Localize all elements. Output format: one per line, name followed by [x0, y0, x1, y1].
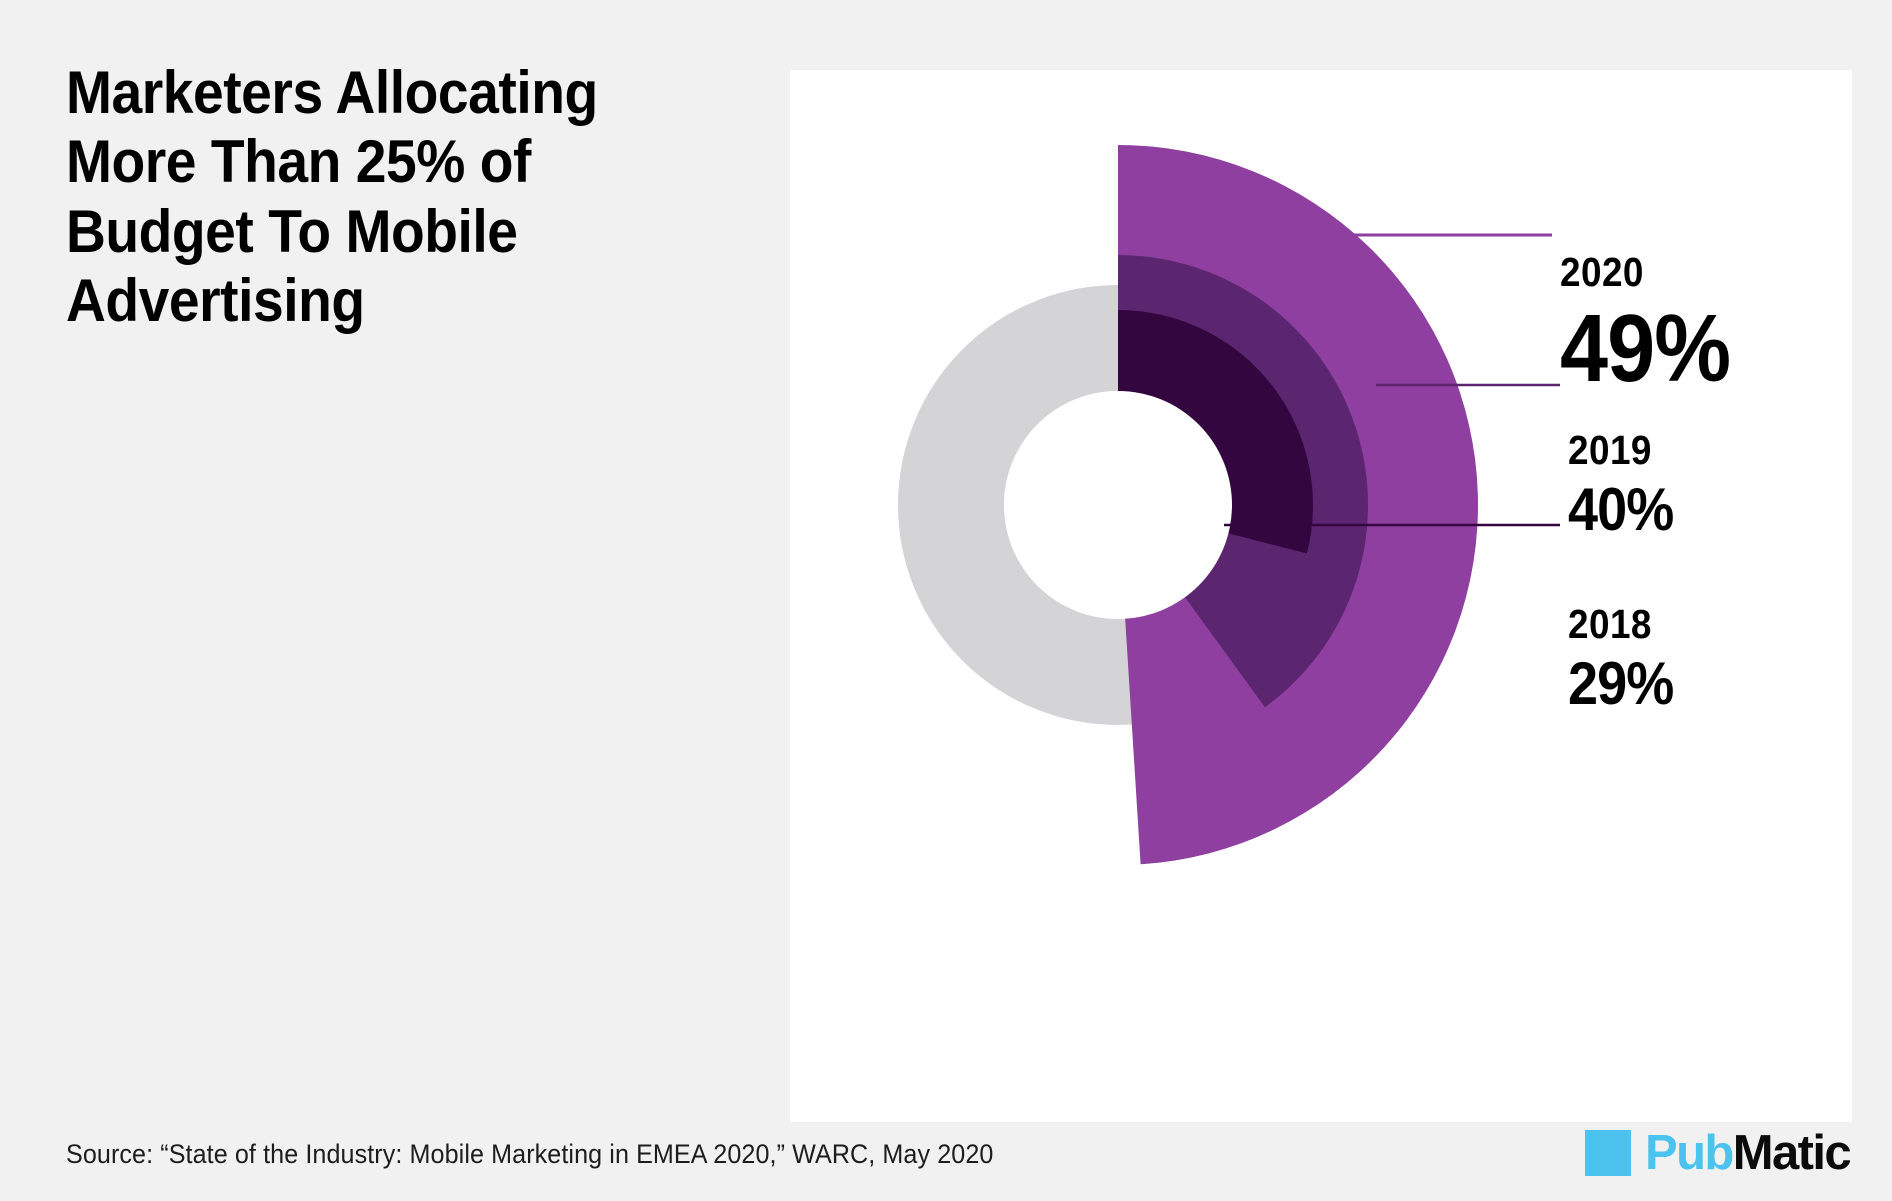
- brand-wordmark: PubMatic: [1644, 1125, 1852, 1180]
- callout-value-2018: 29%: [1568, 650, 1674, 717]
- callout-value-2020: 49%: [1560, 295, 1731, 402]
- brand-wordmark-first: Pub: [1644, 1125, 1734, 1180]
- nested-radial-donut-chart: [898, 145, 1560, 865]
- page-title: Marketers Allocating More Than 25% of Bu…: [66, 59, 598, 334]
- callout-2020: 2020 49%: [1560, 252, 1749, 397]
- callout-2018: 2018 29%: [1568, 604, 1685, 714]
- callout-year-2018: 2018: [1568, 601, 1652, 647]
- chart-hub: [1004, 391, 1232, 619]
- callout-2019: 2019 40%: [1568, 430, 1685, 540]
- title-block: Marketers Allocating More Than 25% of Bu…: [66, 58, 726, 335]
- source-note: Source: “State of the Industry: Mobile M…: [66, 1139, 994, 1169]
- brand-wordmark-second: Matic: [1732, 1125, 1852, 1180]
- brand-logo: PubMatic: [1584, 1125, 1852, 1180]
- callout-year-2020: 2020: [1560, 249, 1644, 295]
- callout-value-2019: 40%: [1568, 476, 1674, 543]
- square-icon: [1584, 1130, 1631, 1176]
- callout-year-2019: 2019: [1568, 427, 1652, 473]
- chart-panel: [790, 70, 1852, 1122]
